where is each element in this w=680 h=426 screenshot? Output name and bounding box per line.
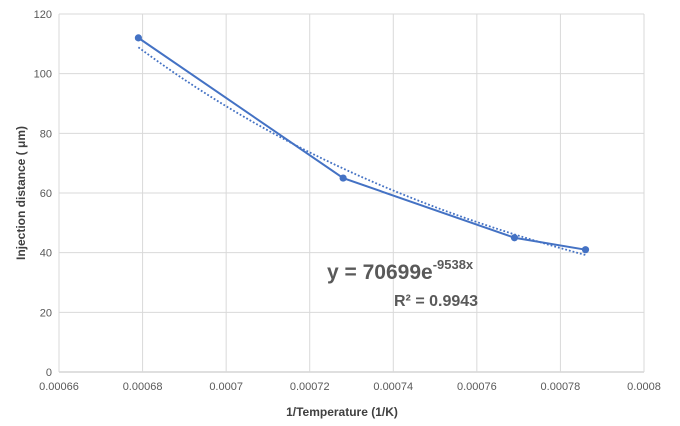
x-tick-labels: 0.00066 0.00068 0.0007 0.00072 0.00074 0.0007…	[39, 381, 661, 393]
y-tick-labels: 0 20 40 60 80 100 120	[34, 9, 52, 379]
x-tick-label: 0.0008	[627, 381, 661, 393]
equation-exponent: -9538x	[433, 257, 474, 272]
x-tick-label: 0.00072	[290, 381, 330, 393]
y-axis-title: Injection distance ( μm)	[14, 126, 28, 260]
equation-base: y = 70699e	[327, 261, 433, 284]
y-tick-label: 0	[46, 367, 52, 379]
data-point	[134, 34, 142, 42]
series-line	[137, 37, 586, 251]
y-tick-label: 120	[34, 9, 52, 21]
y-tick-label: 100	[34, 69, 52, 81]
x-tick-label: 0.0007	[209, 381, 243, 393]
x-tick-label: 0.00074	[373, 381, 413, 393]
y-tick-label: 60	[40, 188, 52, 200]
r-squared-label: R² = 0.9943	[394, 293, 478, 310]
x-tick-label: 0.00078	[541, 381, 581, 393]
y-tick-label: 20	[40, 307, 52, 319]
data-points	[134, 34, 590, 254]
x-tick-label: 0.00066	[39, 381, 79, 393]
x-axis-title: 1/Temperature (1/K)	[286, 405, 398, 419]
x-tick-label: 0.00076	[457, 381, 497, 393]
trendline	[137, 46, 586, 256]
gridlines	[58, 13, 645, 373]
y-tick-label: 80	[40, 128, 52, 140]
data-point	[510, 234, 519, 242]
data-point	[581, 246, 590, 254]
y-tick-label: 40	[40, 248, 52, 260]
trendline-equation: y = 70699e-9538x	[327, 257, 474, 284]
data-point	[339, 174, 347, 182]
x-tick-label: 0.00068	[123, 381, 163, 393]
